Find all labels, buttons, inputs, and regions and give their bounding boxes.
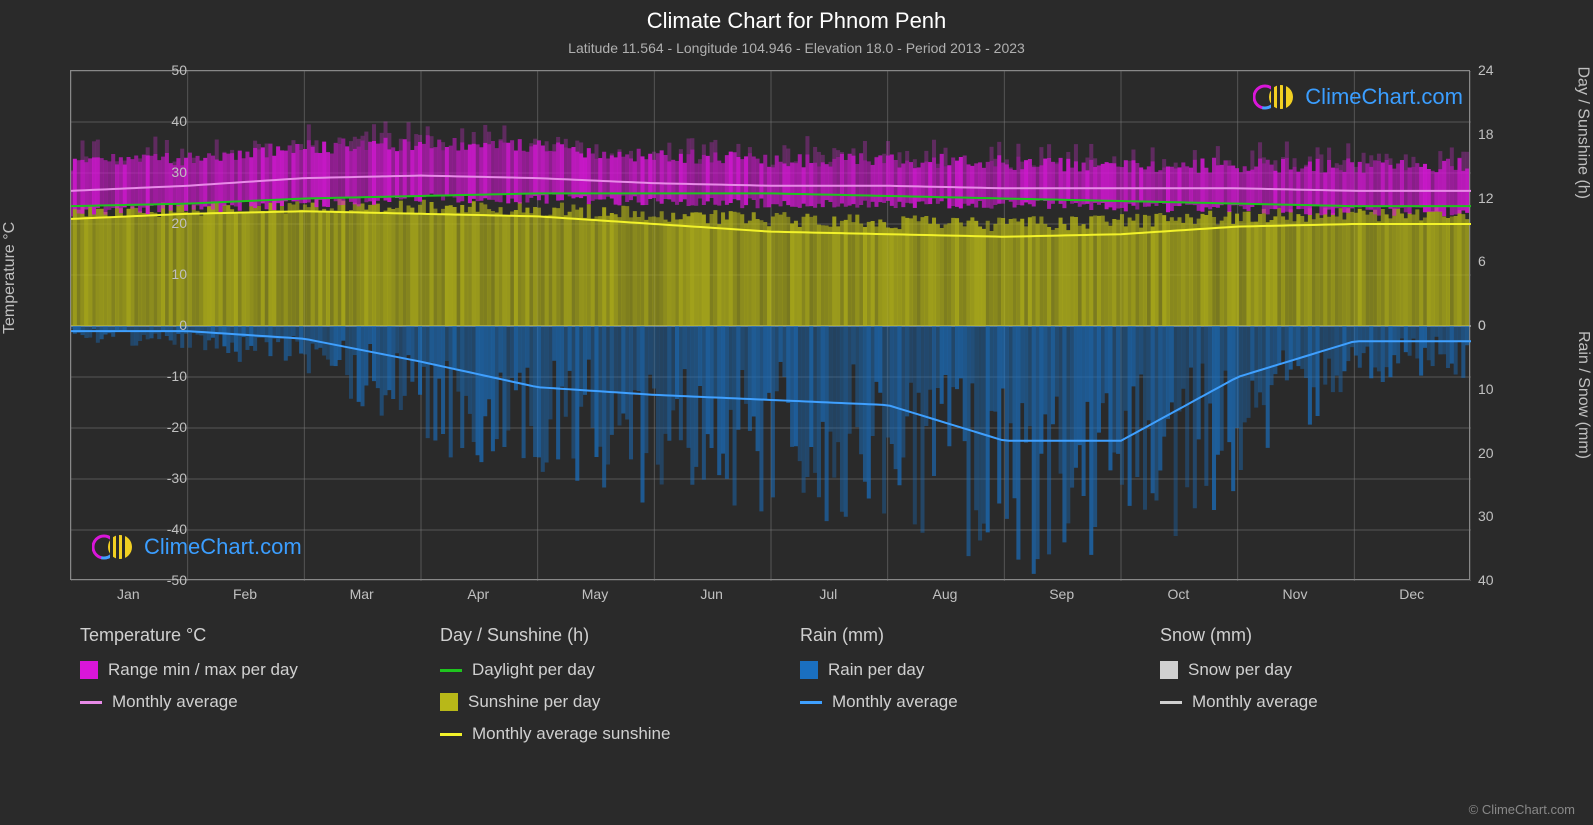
legend-swatch [80,701,102,704]
legend-label: Monthly average [112,692,238,712]
watermark-text: ClimeChart.com [144,534,302,560]
legend-col-daylight: Day / Sunshine (h) Daylight per day Sunsh… [440,625,790,756]
legend-swatch [1160,701,1182,704]
x-month-tick: Oct [1167,586,1189,602]
y-right-bottom-tick: 30 [1478,508,1518,524]
logo-icon [92,532,136,562]
legend-item: Rain per day [800,660,1150,680]
x-month-tick: Aug [933,586,958,602]
legend-swatch [1160,661,1178,679]
y-left-tick: -20 [147,419,187,435]
legend-label: Rain per day [828,660,924,680]
chart-subtitle: Latitude 11.564 - Longitude 104.946 - El… [0,34,1593,56]
y-left-tick: -30 [147,470,187,486]
x-month-tick: Jul [819,586,837,602]
y-left-tick: 30 [147,164,187,180]
y-right-bottom-tick: 40 [1478,572,1518,588]
y-right-bottom-tick: 0 [1478,317,1518,333]
legend-swatch [80,661,98,679]
chart-title: Climate Chart for Phnom Penh [0,0,1593,34]
legend-item: Monthly average [800,692,1150,712]
legend-label: Monthly average sunshine [472,724,670,744]
watermark-text: ClimeChart.com [1305,84,1463,110]
legend-item: Snow per day [1160,660,1510,680]
legend-item: Monthly average sunshine [440,724,790,744]
legend-col-snow: Snow (mm) Snow per day Monthly average [1160,625,1510,756]
logo-icon [1253,82,1297,112]
y-left-tick: 0 [147,317,187,333]
legend-header: Snow (mm) [1160,625,1510,646]
y-axis-right-bottom-label: Rain / Snow (mm) [1574,331,1592,459]
legend-header: Rain (mm) [800,625,1150,646]
x-month-tick: Apr [467,586,489,602]
legend-swatch [800,701,822,704]
legend-label: Sunshine per day [468,692,600,712]
x-month-tick: Nov [1283,586,1308,602]
y-left-tick: 10 [147,266,187,282]
temp-range-daily-bars [71,121,1467,216]
legend-label: Monthly average [832,692,958,712]
legend-label: Range min / max per day [108,660,298,680]
legend-label: Daylight per day [472,660,595,680]
y-right-top-tick: 12 [1478,190,1518,206]
legend-header: Temperature °C [80,625,430,646]
legend-swatch [800,661,818,679]
x-month-tick: Feb [233,586,257,602]
x-month-tick: Jun [700,586,723,602]
legend-label: Snow per day [1188,660,1292,680]
x-month-tick: Mar [350,586,374,602]
y-left-tick: -50 [147,572,187,588]
plot-area [70,70,1470,580]
legend-item: Monthly average [80,692,430,712]
plot-svg [71,71,1471,581]
copyright-text: © ClimeChart.com [1469,802,1575,817]
y-left-tick: 40 [147,113,187,129]
legend-swatch [440,669,462,672]
watermark-bottom: ClimeChart.com [92,532,302,562]
y-left-tick: -10 [147,368,187,384]
legend: Temperature °C Range min / max per day Mo… [80,625,1510,756]
legend-item: Range min / max per day [80,660,430,680]
legend-col-temperature: Temperature °C Range min / max per day Mo… [80,625,430,756]
x-month-tick: Dec [1399,586,1424,602]
legend-header: Day / Sunshine (h) [440,625,790,646]
legend-item: Sunshine per day [440,692,790,712]
x-month-tick: Jan [117,586,140,602]
y-right-bottom-tick: 20 [1478,445,1518,461]
y-left-tick: 20 [147,215,187,231]
y-left-tick: 50 [147,62,187,78]
legend-label: Monthly average [1192,692,1318,712]
y-right-bottom-tick: 10 [1478,381,1518,397]
sunshine-daily-bars [71,199,1467,326]
x-month-tick: May [582,586,608,602]
climate-chart: Climate Chart for Phnom Penh Latitude 11… [0,0,1593,825]
legend-swatch [440,693,458,711]
y-right-top-tick: 24 [1478,62,1518,78]
watermark-top: ClimeChart.com [1253,82,1463,112]
y-axis-left-label: Temperature °C [1,222,19,334]
y-axis-right-top-label: Day / Sunshine (h) [1574,66,1592,199]
legend-col-rain: Rain (mm) Rain per day Monthly average [800,625,1150,756]
legend-item: Daylight per day [440,660,790,680]
y-right-top-tick: 18 [1478,126,1518,142]
y-right-top-tick: 6 [1478,253,1518,269]
x-month-tick: Sep [1049,586,1074,602]
legend-item: Monthly average [1160,692,1510,712]
legend-swatch [440,733,462,736]
